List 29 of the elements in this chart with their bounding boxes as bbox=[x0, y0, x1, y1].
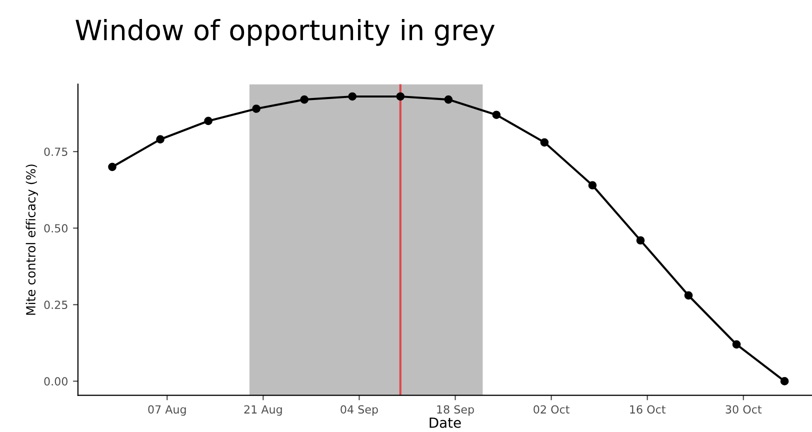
x-tick-label: 16 Oct bbox=[630, 405, 666, 414]
y-tick-label: 0.25 bbox=[44, 300, 68, 310]
point bbox=[252, 104, 260, 113]
x-axis-title: Date bbox=[430, 418, 461, 428]
point bbox=[684, 291, 693, 300]
point bbox=[204, 116, 212, 126]
y-tick-label: 0.00 bbox=[44, 377, 68, 386]
point bbox=[156, 135, 164, 144]
point bbox=[300, 95, 309, 104]
point bbox=[108, 162, 116, 172]
point bbox=[396, 92, 405, 101]
point bbox=[540, 138, 549, 147]
y-tick-label: 0.75 bbox=[44, 148, 68, 156]
point bbox=[588, 181, 597, 190]
y-axis-title: Mite control efficacy (%) bbox=[26, 164, 38, 315]
x-tick-label: 30 Oct bbox=[726, 405, 762, 414]
x-tick-label: 18 Sep bbox=[437, 405, 474, 416]
point bbox=[780, 377, 789, 386]
point bbox=[732, 340, 741, 349]
x-tick-label: 04 Sep bbox=[340, 405, 378, 416]
x-tick-label: 21 Aug bbox=[244, 405, 282, 416]
point bbox=[348, 92, 357, 101]
point bbox=[444, 95, 453, 104]
x-tick-label: 02 Oct bbox=[534, 405, 570, 414]
chart-title: Window of opportunity in grey bbox=[76, 18, 495, 46]
point bbox=[492, 110, 501, 120]
x-tick-label: 07 Aug bbox=[148, 405, 186, 416]
point bbox=[636, 236, 645, 245]
y-tick-label: 0.50 bbox=[44, 224, 68, 233]
